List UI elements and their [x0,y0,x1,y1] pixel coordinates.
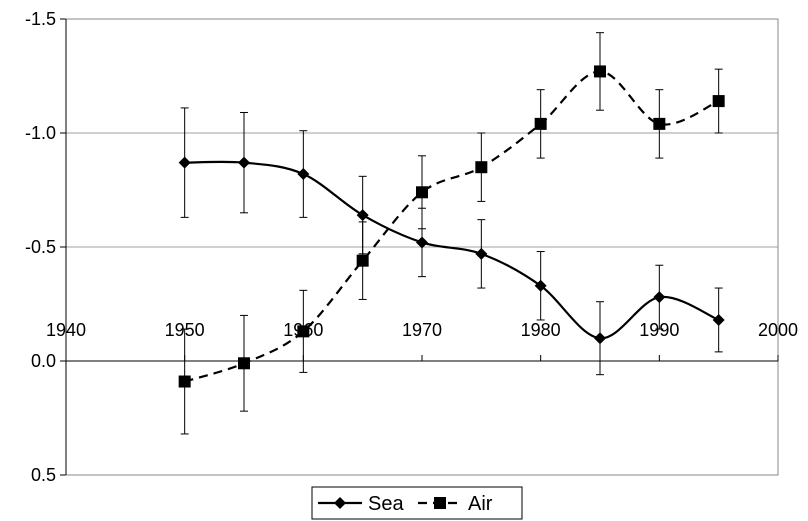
legend: Sea Air [311,486,523,520]
data-point-sea [178,156,191,169]
x-tick-label: 2000 [758,320,798,340]
y-tick-label: 0.0 [31,351,56,371]
data-point-air [712,95,725,108]
data-point-sea [653,291,666,304]
data-point-sea [594,332,606,345]
data-point-air [475,161,488,174]
data-point-air [416,186,428,199]
series-line-sea [184,160,720,340]
series-layer [178,32,725,435]
series-sea [178,107,725,376]
x-tick-label: 1970 [402,320,442,340]
data-point-air [534,117,547,130]
y-tick-label: -0.5 [25,237,56,257]
y-tick-label: -1.5 [25,9,56,29]
data-point-air [653,117,666,130]
legend-marker-sea [334,497,346,509]
x-tick-label: 1990 [639,320,679,340]
data-point-air [178,375,191,388]
legend-marker-air [434,497,446,509]
data-point-air [297,325,310,338]
y-tick-label: -1.0 [25,123,56,143]
legend-label-sea: Sea [368,493,404,515]
y-tick-labels: -1.5 -1.0 -0.5 0.0 0.5 [25,9,56,485]
series-line-air [184,70,720,383]
data-point-sea [534,279,547,292]
data-point-sea [712,313,725,326]
series-air [178,32,725,435]
data-point-sea [238,156,250,169]
x-tick-label: 1980 [521,320,561,340]
data-point-sea [297,168,310,181]
y-tick-label: 0.5 [31,465,56,485]
x-tick-labels: 1940195019601970198019902000 [46,320,798,340]
data-point-sea [356,209,369,222]
data-point-air [238,357,250,370]
data-point-sea [416,236,428,249]
x-tick-label: 1940 [46,320,86,340]
data-point-sea [475,247,488,260]
legend-label-air: Air [468,493,493,515]
data-point-air [356,254,369,267]
data-point-air [594,65,606,78]
